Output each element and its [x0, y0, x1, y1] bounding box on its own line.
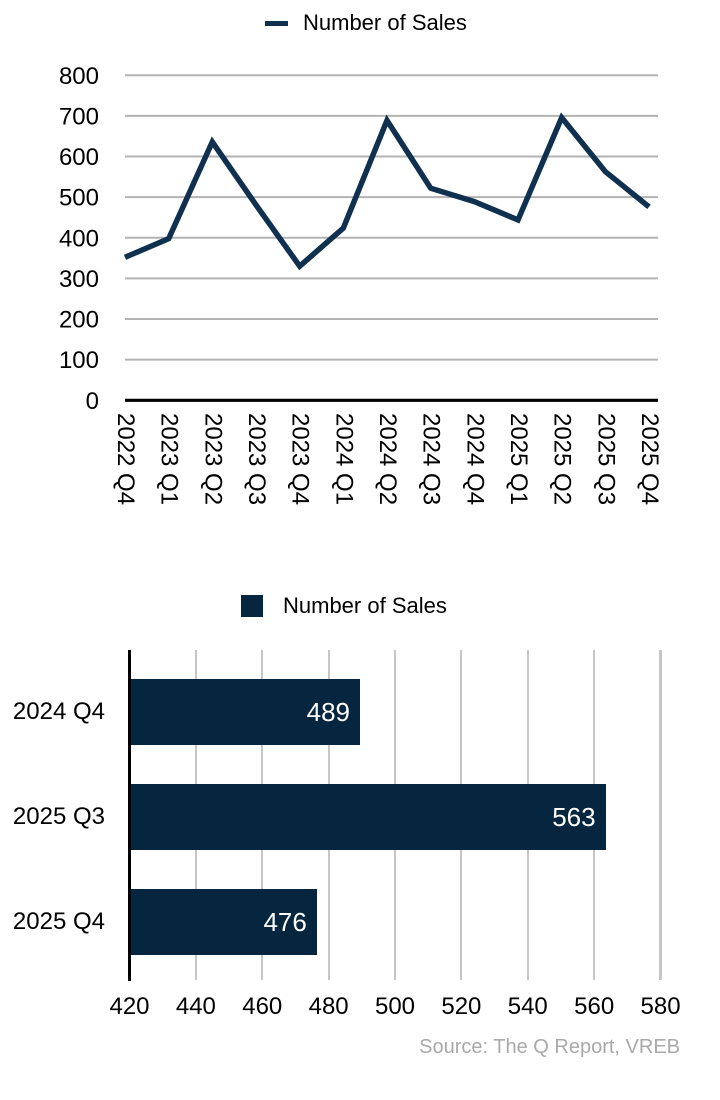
- series-line: [123, 112, 651, 271]
- line-series-swatch: [265, 20, 288, 26]
- x-tick-label: 2025 Q1: [505, 413, 532, 505]
- x-tick-label: 2023 Q4: [287, 413, 314, 505]
- x-tick-label: 2024 Q1: [330, 413, 357, 505]
- bar: 476: [131, 889, 317, 955]
- bar: 563: [131, 784, 606, 850]
- y-tick-label: 500: [59, 185, 99, 212]
- x-tick-label: 2025 Q2: [549, 413, 576, 505]
- x-tick-label: 540: [507, 993, 548, 1020]
- y-tick-label: 300: [59, 266, 99, 293]
- line-chart-legend: Number of Sales: [265, 10, 467, 36]
- y-tick-label: 700: [59, 103, 99, 130]
- line-chart-canvas: 0 100 200 300 400 500 600 700 800 2022 Q4 2023 Q1 2…: [59, 63, 663, 505]
- x-tick-label: 2024 Q4: [461, 413, 488, 505]
- line-legend-label: Number of Sales: [303, 10, 467, 35]
- x-tick-label: 2024 Q2: [374, 413, 401, 505]
- x-tick-label: 2024 Q3: [418, 413, 445, 505]
- x-tick-label: 520: [441, 993, 482, 1020]
- x-gridline: [659, 650, 662, 980]
- x-tick-label: 2025 Q3: [592, 413, 619, 505]
- y-tick-label: 100: [59, 347, 99, 374]
- y-tick-label: 0: [86, 388, 99, 415]
- x-tick-label: 580: [640, 993, 681, 1020]
- x-tick-label: 2023 Q3: [243, 413, 270, 505]
- category-label: 2024 Q4: [12, 698, 105, 725]
- x-tick-label: 560: [574, 993, 615, 1020]
- y-tick-label: 200: [59, 307, 99, 334]
- x-tick-label: 480: [308, 993, 349, 1020]
- x-tick-label: 2023 Q1: [156, 413, 183, 505]
- x-tick-label: 500: [374, 993, 416, 1020]
- y-tick-label: 400: [59, 225, 99, 252]
- bar-value-label: 489: [306, 696, 350, 727]
- category-label: 2025 Q3: [12, 803, 105, 830]
- x-tick-label: 2025 Q4: [636, 413, 663, 505]
- source-note: Source: The Q Report, VREB: [419, 1036, 680, 1058]
- bar-series-swatch: [241, 595, 263, 617]
- x-tick-label: 2022 Q4: [112, 413, 139, 505]
- x-tick-label: 460: [242, 993, 283, 1020]
- category-label: 2025 Q4: [12, 908, 105, 935]
- x-tick-label: 420: [109, 993, 150, 1020]
- bar: 489: [131, 679, 360, 745]
- x-tick-label: 440: [175, 993, 216, 1020]
- y-tick-label: 600: [59, 144, 99, 171]
- bar-value-label: 476: [263, 906, 307, 937]
- bar-chart-canvas: 420 440 460 480 500 520 540 560 580 489 2024 Q4 563…: [0, 560, 720, 1100]
- bar-chart-legend: Number of Sales: [241, 593, 447, 618]
- bar-value-label: 563: [552, 801, 596, 832]
- bar-legend-label: Number of Sales: [283, 593, 447, 618]
- y-tick-label: 800: [59, 63, 99, 90]
- x-tick-label: 2023 Q2: [199, 413, 226, 505]
- y-axis-line: [127, 650, 131, 981]
